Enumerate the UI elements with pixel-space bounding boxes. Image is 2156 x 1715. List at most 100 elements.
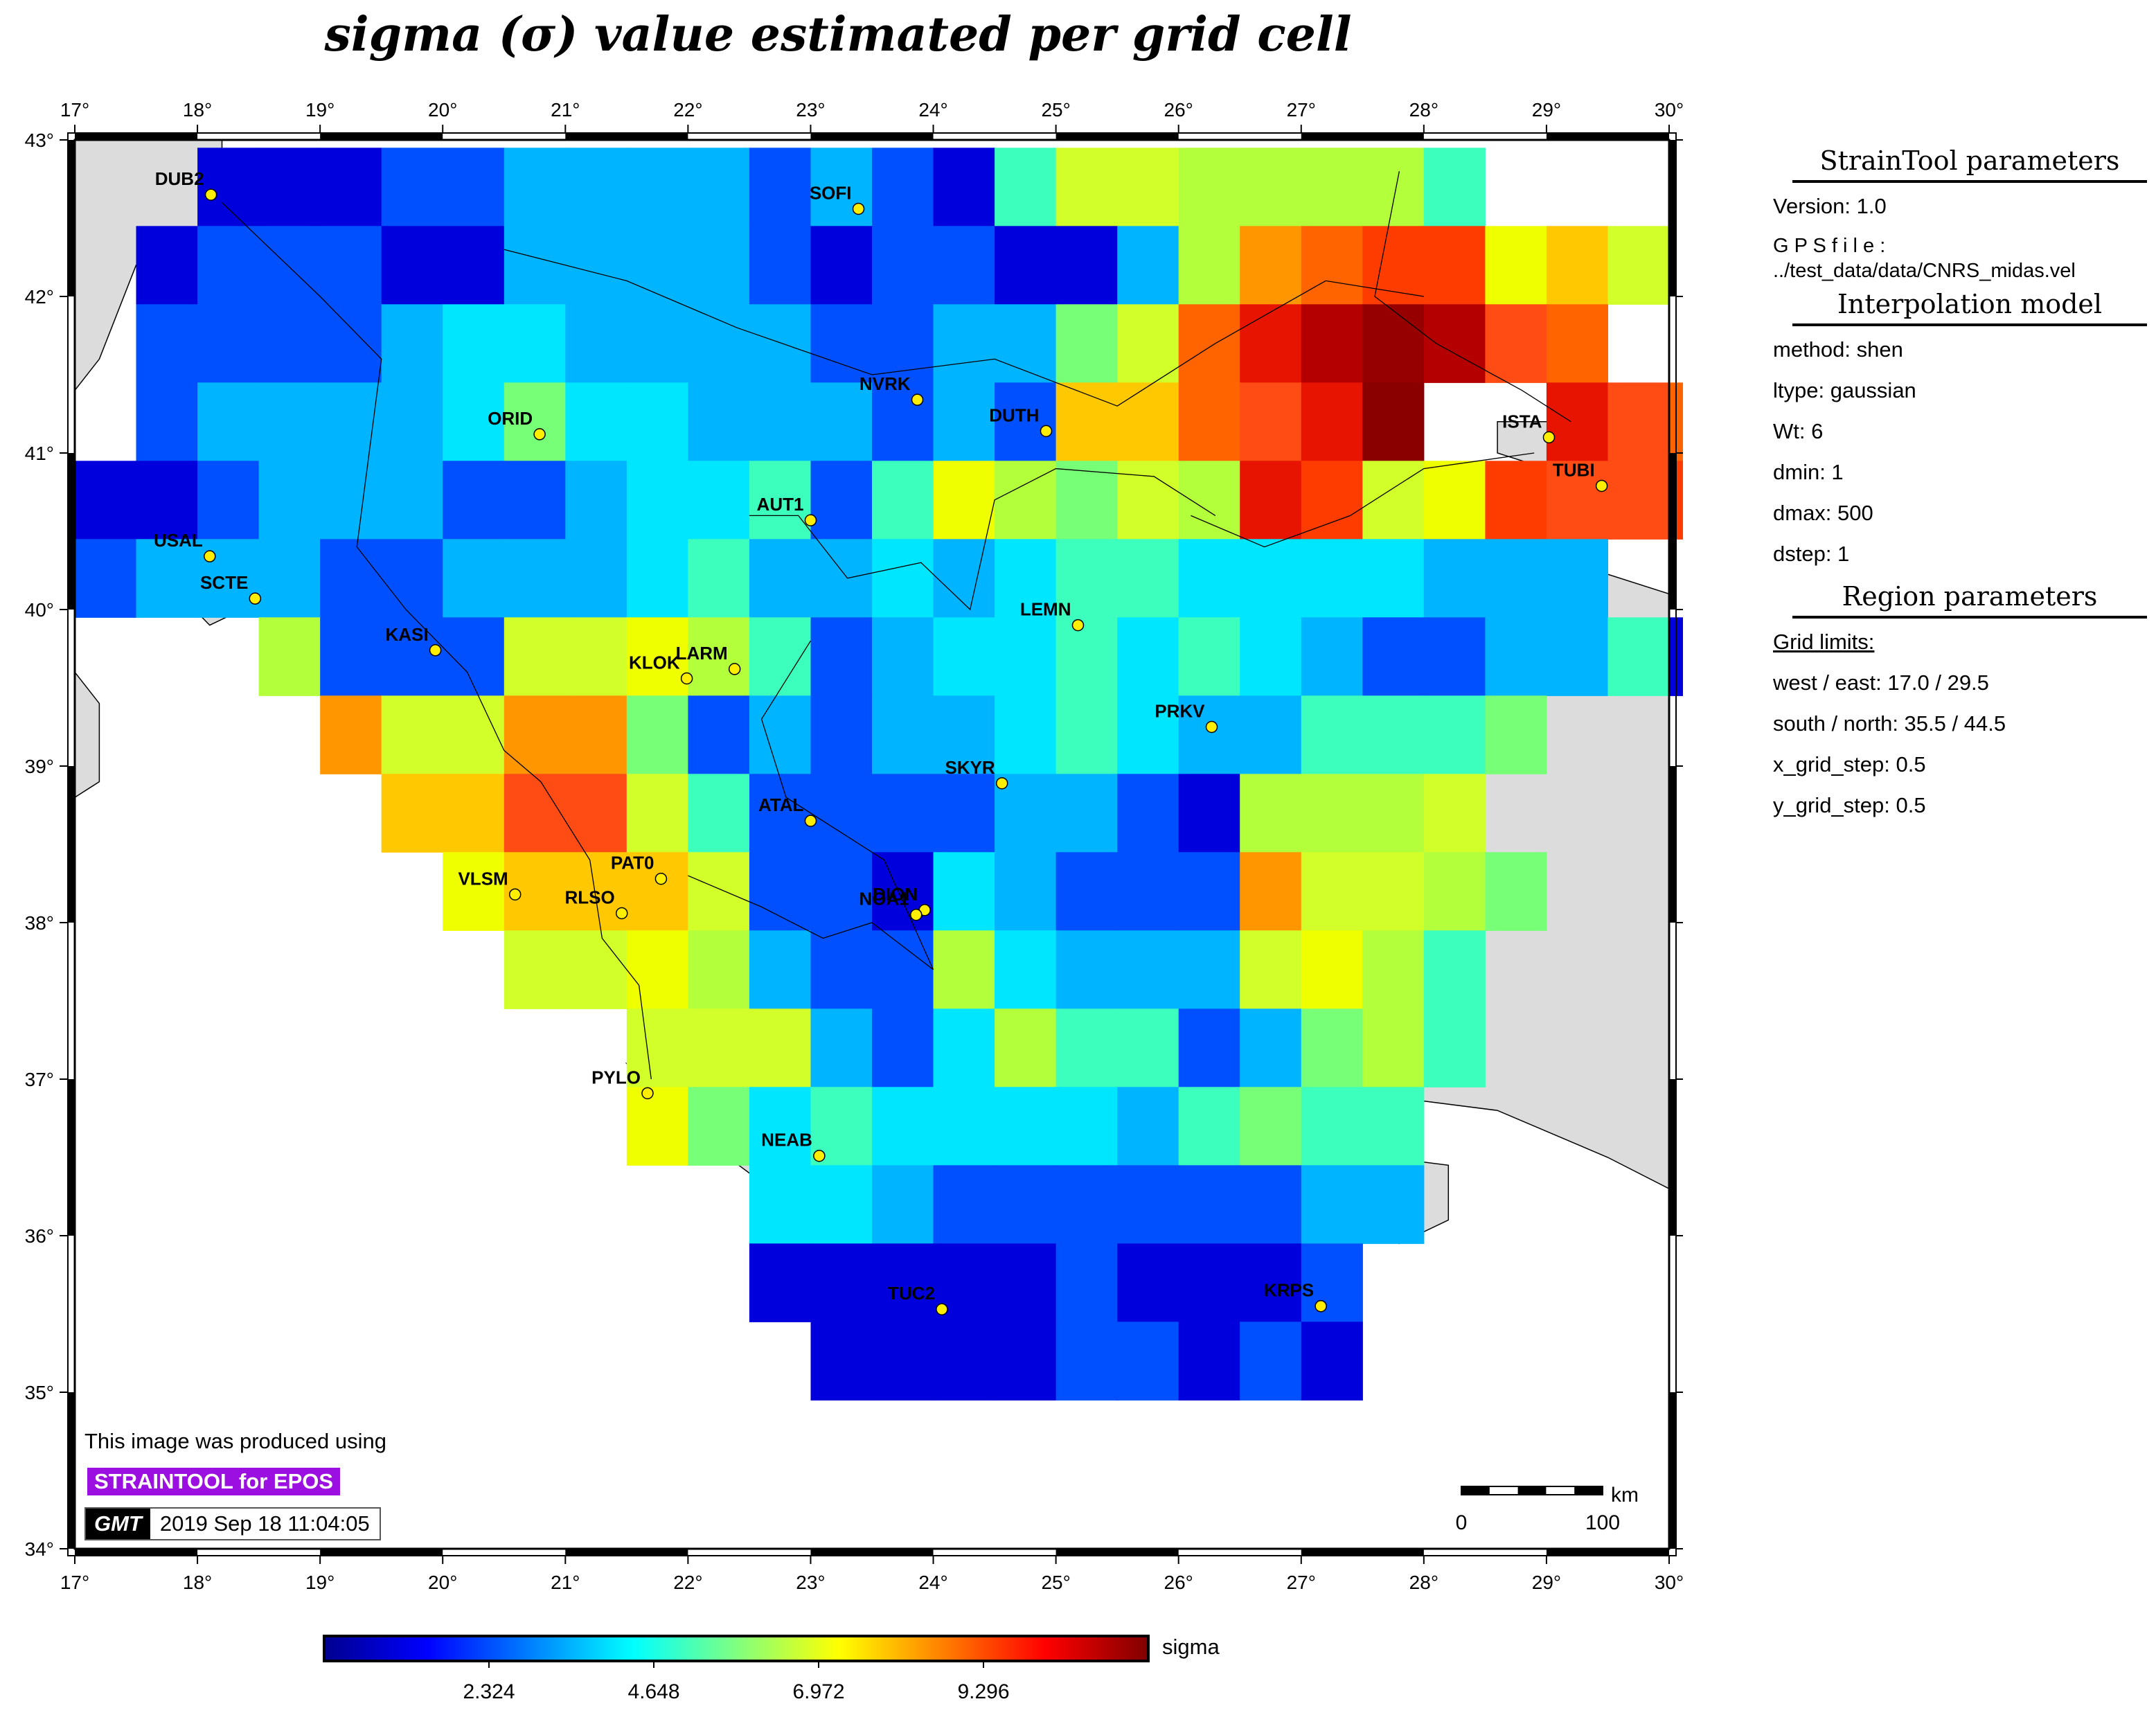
grid-cell xyxy=(1178,382,1240,461)
y-step-row: y_grid_step: 0.5 xyxy=(1773,793,1926,817)
lon-label: 27° xyxy=(1287,99,1316,121)
lon-label: 28° xyxy=(1409,99,1438,121)
grid-cell xyxy=(443,774,505,853)
grid-cell xyxy=(1117,1008,1179,1087)
grid-cell xyxy=(626,930,688,1009)
lat-label: 39° xyxy=(25,756,54,777)
gmt-timestamp: GMT 2019 Sep 18 11:04:05 xyxy=(84,1507,381,1540)
grid-cell xyxy=(749,226,811,305)
grid-cell xyxy=(1055,695,1118,774)
grid-cell xyxy=(933,1087,995,1166)
grid-cell xyxy=(1607,226,1670,305)
grid-cell xyxy=(504,304,566,383)
grid-cell xyxy=(381,148,443,226)
grid-cell xyxy=(872,1087,934,1166)
grid-cell xyxy=(320,695,382,774)
station-marker xyxy=(654,872,668,885)
south-north-row: south / north: 35.5 / 44.5 xyxy=(1773,711,2006,736)
frame-tick-band xyxy=(565,133,688,140)
grid-cell xyxy=(933,1165,995,1244)
grid-cell xyxy=(933,226,995,305)
grid-cell xyxy=(810,1165,873,1244)
grid-cell xyxy=(75,461,137,540)
scale-bar-segment xyxy=(1517,1486,1547,1495)
frame-tick-band xyxy=(1546,133,1669,140)
grid-cell xyxy=(1240,930,1302,1009)
map-ticks: 17° 17° 18° 18° 19° 19° 20° 20° 21° 21° 22° 22° 23° 2… xyxy=(25,99,1683,1593)
station-label: LEMN xyxy=(1020,599,1071,620)
frame-tick-band xyxy=(1055,133,1179,140)
grid-cell xyxy=(1117,148,1179,226)
grid-cell xyxy=(1055,774,1118,853)
grid-cell xyxy=(565,695,627,774)
coastline xyxy=(504,249,1424,407)
lon-label: 21° xyxy=(551,99,580,121)
grid-cell xyxy=(1178,1243,1240,1322)
grid-cell xyxy=(688,617,750,696)
grid-cell xyxy=(749,774,811,853)
grid-cell xyxy=(1178,1165,1240,1244)
grid-cell xyxy=(995,226,1057,305)
grid-cell xyxy=(504,461,566,540)
colorbar: 2.324 4.648 6.972 9.296 xyxy=(323,1635,1150,1703)
coastline xyxy=(688,640,934,970)
grid-cell xyxy=(1607,382,1670,461)
frame-tick-band xyxy=(75,1549,198,1556)
grid-cell xyxy=(565,774,627,853)
colorbar-tick-label: 4.648 xyxy=(627,1680,679,1703)
grid-cell xyxy=(688,695,750,774)
grid-cell xyxy=(872,226,934,305)
grid-cell xyxy=(565,539,627,618)
lat-label: 34° xyxy=(25,1538,54,1560)
grid-limits-row: Grid limits: xyxy=(1773,630,1875,654)
grid-cell xyxy=(626,226,688,305)
grid-cell xyxy=(1423,1008,1486,1087)
grid-cell xyxy=(197,382,260,461)
grid-cell xyxy=(749,1087,811,1166)
grid-cell xyxy=(1178,1008,1240,1087)
grid-cell xyxy=(872,304,934,383)
grid-cell xyxy=(1362,148,1425,226)
station-label: PRKV xyxy=(1155,701,1205,722)
grid-cell xyxy=(872,382,934,461)
grid-cell xyxy=(258,382,321,461)
station-label: NVRK xyxy=(859,373,911,394)
lon-label: 17° xyxy=(60,99,89,121)
grid-cell xyxy=(688,774,750,853)
grid-cell xyxy=(1485,461,1547,540)
grid-cell xyxy=(381,617,443,696)
grid-cell xyxy=(1055,852,1118,931)
grid-cell xyxy=(381,774,443,853)
station-marker xyxy=(508,888,522,901)
grid-cell xyxy=(995,930,1057,1009)
lon-label: 26° xyxy=(1164,99,1193,121)
grid-cell xyxy=(810,695,873,774)
frame-tick-band xyxy=(320,133,443,140)
grid-cell xyxy=(197,226,260,305)
lat-label: 37° xyxy=(25,1069,54,1090)
grid-cell xyxy=(810,774,873,853)
station-marker xyxy=(911,393,924,406)
grid-cell xyxy=(810,1322,873,1401)
grid-cell xyxy=(443,226,505,305)
grid-cell xyxy=(1117,382,1179,461)
grid-cell xyxy=(504,695,566,774)
grid-cell xyxy=(1362,617,1425,696)
grid-cell xyxy=(565,382,627,461)
grid-cell xyxy=(1362,1165,1425,1244)
lon-label: 26° xyxy=(1164,1572,1193,1593)
grid-cell xyxy=(626,774,688,853)
grid-cell xyxy=(872,148,934,226)
lon-label: 29° xyxy=(1532,99,1561,121)
grid-cell xyxy=(381,695,443,774)
coastline xyxy=(749,468,1216,611)
station-marker xyxy=(852,202,865,215)
grid-cell xyxy=(1301,148,1363,226)
x-step-row: x_grid_step: 0.5 xyxy=(1773,752,1926,776)
grid-cell xyxy=(197,148,260,226)
grid-cell xyxy=(1240,774,1302,853)
grid-cell xyxy=(320,304,382,383)
grid-cell xyxy=(1117,461,1179,540)
station-label: PYLO xyxy=(591,1067,641,1087)
grid-cell xyxy=(1117,1243,1179,1322)
